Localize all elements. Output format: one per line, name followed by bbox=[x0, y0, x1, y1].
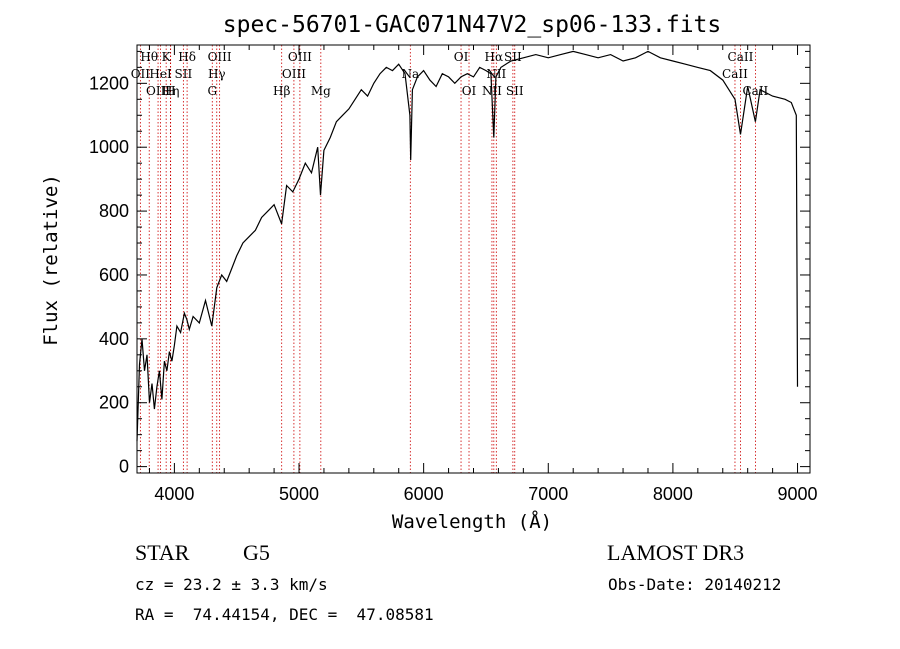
spectral-line-label: G bbox=[207, 84, 217, 98]
spectral-line-label: SII bbox=[506, 84, 524, 98]
spectral-line-label: NII bbox=[486, 67, 506, 81]
spectrum-series-line bbox=[136, 50, 799, 442]
sky-coordinates: RA = 74.44154, DEC = 47.08581 bbox=[135, 605, 434, 624]
spectral-line-markers bbox=[139, 45, 756, 473]
x-tick-label: 5000 bbox=[279, 484, 319, 504]
plot-frame bbox=[136, 44, 811, 474]
redshift-value: cz = 23.2 ± 3.3 km/s bbox=[135, 575, 328, 594]
y-axis-label: Flux (relative) bbox=[40, 174, 62, 346]
spectral-line-label: SII bbox=[504, 50, 522, 64]
spectral-line-label: H bbox=[165, 84, 175, 98]
spectral-line-label: Mg bbox=[311, 84, 331, 98]
spectral-line-label: K bbox=[162, 50, 172, 64]
x-axis-ticks: 4000 5000 6000 7000 8000 9000 bbox=[148, 45, 818, 504]
spectral-line-label: Na bbox=[401, 67, 419, 81]
y-tick-label: 1000 bbox=[89, 137, 129, 157]
spectral-line-label: Hα bbox=[485, 50, 504, 64]
x-tick-label: 4000 bbox=[154, 484, 194, 504]
y-tick-label: 600 bbox=[99, 265, 129, 285]
spectral-line-label: OII bbox=[131, 67, 151, 81]
spectral-line-label: SII bbox=[175, 67, 193, 81]
spectral-line-label: Hβ bbox=[273, 84, 290, 98]
spectral-line-label: Hη bbox=[162, 84, 180, 98]
spectral-line-label: CaII bbox=[722, 67, 748, 81]
observation-date: Obs-Date: 20140212 bbox=[608, 575, 782, 594]
spectral-line-label: OIII bbox=[282, 67, 306, 81]
x-tick-label: 6000 bbox=[404, 484, 444, 504]
y-tick-label: 800 bbox=[99, 201, 129, 221]
spectral-line-label: Hγ bbox=[208, 67, 226, 81]
spectral-line-label: Hθ bbox=[140, 50, 158, 64]
object-class: STAR bbox=[135, 540, 190, 565]
object-subclass: G5 bbox=[243, 540, 270, 565]
spectral-line-label: CaII bbox=[742, 84, 768, 98]
spectral-line-label: OI bbox=[462, 84, 477, 98]
x-axis-label: Wavelength (Å) bbox=[392, 510, 552, 533]
spectral-line-label: OIII bbox=[208, 50, 232, 64]
x-tick-label: 7000 bbox=[528, 484, 568, 504]
spectral-line-label: NII bbox=[482, 84, 502, 98]
chart-title: spec-56701-GAC071N47V2_sp06-133.fits bbox=[223, 12, 722, 38]
y-tick-label: 1200 bbox=[89, 73, 129, 93]
y-axis-ticks: 0 200 400 600 800 1000 1200 bbox=[89, 50, 810, 477]
y-tick-label: 400 bbox=[99, 329, 129, 349]
x-tick-label: 8000 bbox=[653, 484, 693, 504]
spectral-line-label: Hδ bbox=[178, 50, 196, 64]
y-tick-label: 0 bbox=[119, 457, 129, 477]
x-tick-label: 9000 bbox=[778, 484, 818, 504]
survey-name: LAMOST DR3 bbox=[607, 540, 745, 565]
spectral-line-label: OIII bbox=[288, 50, 312, 64]
spectral-line-label: OI bbox=[454, 50, 469, 64]
spectral-line-label: CaII bbox=[728, 50, 754, 64]
spectral-line-label: HeI bbox=[149, 67, 172, 81]
y-tick-label: 200 bbox=[99, 393, 129, 413]
spectral-line-labels: OIIHθOIIIHeIKHηHSIIHδGHγOIIIHβOIIIOIIIMg… bbox=[131, 50, 769, 98]
spectral-line-label: OIII bbox=[146, 84, 170, 98]
